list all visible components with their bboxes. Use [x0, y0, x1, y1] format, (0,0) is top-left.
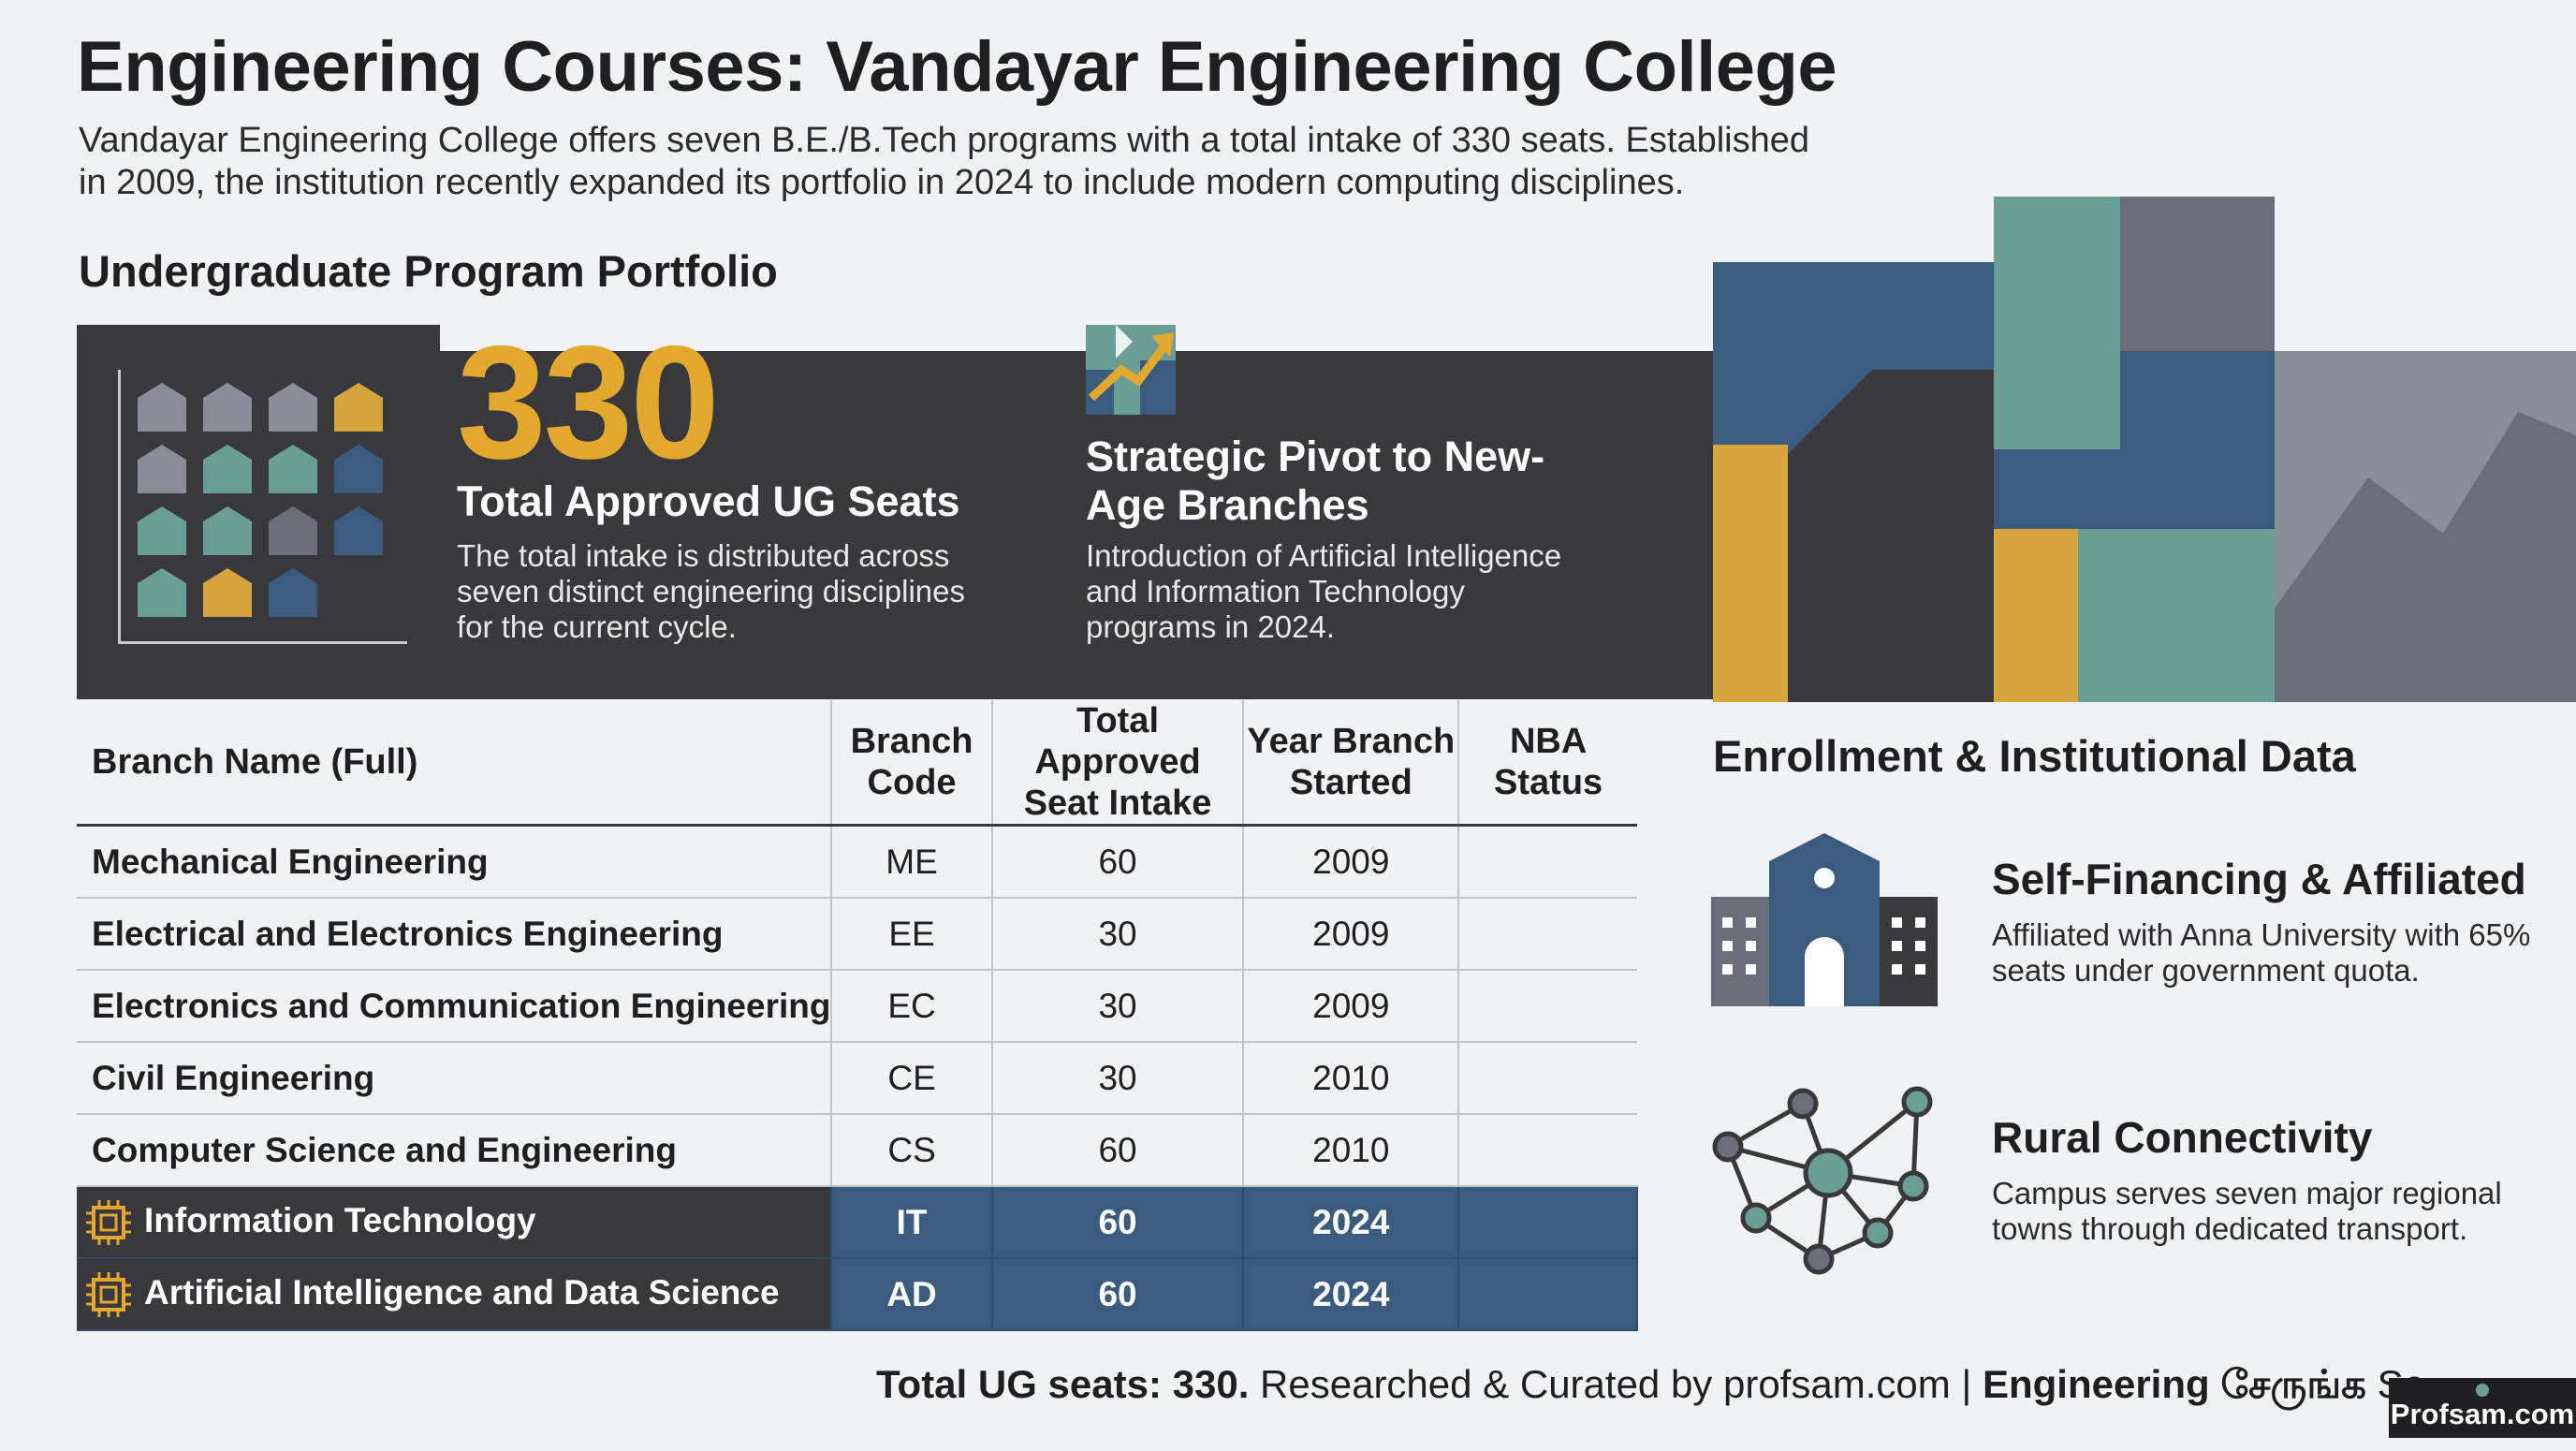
- table-row-highlighted: Information Technology IT 60 2024: [77, 1186, 1638, 1259]
- footer-credit: Total UG seats: 330. Researched & Curate…: [876, 1362, 2425, 1413]
- table-row: Electronics and Communication Engineerin…: [77, 970, 1637, 1043]
- seat-house-icon: [203, 506, 252, 555]
- portfolio-heading: Undergraduate Program Portfolio: [79, 246, 778, 296]
- nba-status: [1458, 1258, 1638, 1331]
- branch-name: Mechanical Engineering: [77, 825, 833, 899]
- decorative-blocks: [1713, 197, 2576, 702]
- page-title: Engineering Courses: Vandayar Engineerin…: [77, 27, 1837, 107]
- seat-house-icon: [138, 445, 186, 493]
- footer-credit-text: Researched & Curated by profsam.com |: [1249, 1362, 1983, 1406]
- year-started: 2009: [1243, 898, 1460, 971]
- watermark-badge: Profsam.com: [2389, 1378, 2576, 1438]
- branch-name: Civil Engineering: [77, 1042, 833, 1115]
- seat-house-icon: [334, 445, 383, 493]
- year-started: 2010: [1243, 1114, 1460, 1187]
- branch-code: EE: [831, 898, 993, 971]
- seat-house-icon: [138, 383, 186, 432]
- branch-code: CE: [831, 1042, 993, 1115]
- branch-code: EC: [831, 970, 993, 1043]
- total-seats-label: Total Approved UG Seats: [457, 477, 960, 525]
- year-started: 2009: [1243, 970, 1460, 1043]
- year-started: 2009: [1243, 825, 1460, 899]
- seat-intake: 30: [991, 1042, 1245, 1115]
- total-seats-description: The total intake is distributed across s…: [457, 538, 965, 644]
- branch-name-cell: Information Technology: [77, 1186, 833, 1259]
- seat-house-icon: [138, 506, 186, 555]
- table-row: Electrical and Electronics Engineering E…: [77, 898, 1637, 971]
- seat-intake: 60: [991, 1114, 1245, 1187]
- header-year-started: Year Branch Started: [1243, 700, 1460, 827]
- nba-status: [1458, 1042, 1637, 1115]
- branch-name-cell: Artificial Intelligence and Data Science: [77, 1258, 833, 1331]
- seat-grid-icon: [118, 370, 407, 644]
- nba-status: [1458, 1186, 1638, 1259]
- rural-connectivity-title: Rural Connectivity: [1992, 1113, 2373, 1162]
- nba-status: [1458, 898, 1637, 971]
- branch-name: Artificial Intelligence and Data Science: [144, 1272, 780, 1312]
- year-started: 2010: [1243, 1042, 1460, 1115]
- branch-code: AD: [831, 1258, 993, 1331]
- seat-house-icon: [269, 506, 317, 555]
- footer-total: Total UG seats: 330.: [876, 1362, 1250, 1406]
- seat-house-icon: [203, 445, 252, 493]
- seat-intake: 60: [991, 825, 1245, 899]
- branch-code: IT: [831, 1186, 993, 1259]
- growth-arrow-icon: [1086, 325, 1176, 415]
- branch-name: Computer Science and Engineering: [77, 1114, 833, 1187]
- nba-status: [1458, 825, 1637, 899]
- seat-house-icon: [269, 445, 317, 493]
- seat-house-icon: [269, 568, 317, 617]
- seat-house-icon: [138, 568, 186, 617]
- chip-icon: [86, 1271, 131, 1317]
- header-branch-code: Branch Code: [831, 700, 993, 827]
- seat-house-icon: [334, 506, 383, 555]
- leaf-logo-icon: [2476, 1384, 2489, 1397]
- table-row: Civil Engineering CE 30 2010: [77, 1042, 1637, 1115]
- self-financing-title: Self-Financing & Affiliated: [1992, 855, 2526, 903]
- seat-house-icon: [334, 383, 383, 432]
- enrollment-heading: Enrollment & Institutional Data: [1713, 731, 2356, 781]
- chip-icon: [86, 1199, 131, 1245]
- seat-house-icon: [269, 383, 317, 432]
- hero-notch: [440, 325, 1715, 351]
- table-header-row: Branch Name (Full) Branch Code Total App…: [77, 700, 1637, 827]
- header-seat-intake: Total Approved Seat Intake: [991, 700, 1245, 827]
- footer-tagline: Engineering சேருங்க: [1982, 1362, 2366, 1406]
- pivot-title: Strategic Pivot to New-Age Branches: [1086, 432, 1545, 529]
- nba-status: [1458, 970, 1637, 1043]
- seat-intake: 60: [991, 1186, 1245, 1259]
- total-seats-number: 330: [457, 313, 720, 492]
- seat-intake: 30: [991, 898, 1245, 971]
- year-started: 2024: [1243, 1186, 1460, 1259]
- branch-code: CS: [831, 1114, 993, 1187]
- branch-code: ME: [831, 825, 993, 899]
- seat-intake: 30: [991, 970, 1245, 1043]
- table-row-highlighted: Artificial Intelligence and Data Science…: [77, 1258, 1638, 1331]
- branch-name: Electrical and Electronics Engineering: [77, 898, 833, 971]
- table-row: Mechanical Engineering ME 60 2009: [77, 825, 1637, 899]
- seat-intake: 60: [991, 1258, 1245, 1331]
- building-icon: [1711, 833, 1938, 1006]
- seat-house-icon: [203, 383, 252, 432]
- nba-status: [1458, 1114, 1637, 1187]
- header-nba-status: NBA Status: [1458, 700, 1637, 827]
- year-started: 2024: [1243, 1258, 1460, 1331]
- pivot-description: Introduction of Artificial Intelligence …: [1086, 538, 1562, 644]
- watermark-text: Profsam.com: [2390, 1398, 2575, 1430]
- table-row: Computer Science and Engineering CS 60 2…: [77, 1114, 1637, 1187]
- rural-connectivity-description: Campus serves seven major regional towns…: [1992, 1176, 2502, 1246]
- header-branch-name: Branch Name (Full): [77, 700, 833, 827]
- seat-house-icon: [203, 568, 252, 617]
- branch-table: Branch Name (Full) Branch Code Total App…: [77, 700, 1638, 1331]
- network-icon: [1712, 1086, 1933, 1275]
- intro-text: Vandayar Engineering College offers seve…: [79, 121, 1809, 202]
- branch-name: Electronics and Communication Engineerin…: [77, 970, 833, 1043]
- self-financing-description: Affiliated with Anna University with 65%…: [1992, 917, 2531, 988]
- branch-name: Information Technology: [144, 1200, 536, 1239]
